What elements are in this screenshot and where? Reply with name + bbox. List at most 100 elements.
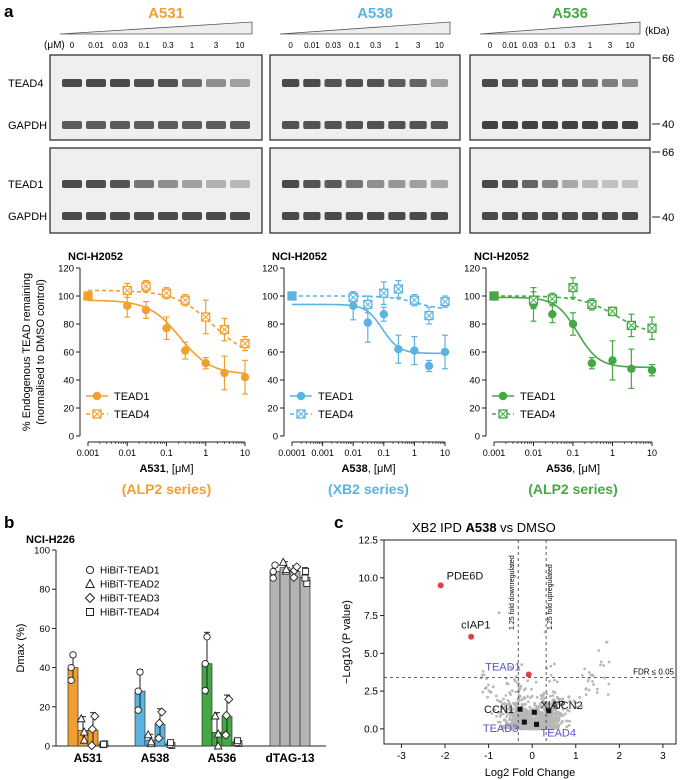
blot-band [345,79,363,87]
data-point-tead1 [568,319,578,329]
blot-band [522,180,538,188]
protein-point [556,726,560,730]
protein-point [551,699,554,703]
conc-tick-label: 0.01 [304,41,320,50]
blot-band [110,121,130,129]
protein-point [599,663,602,667]
blot-band [206,79,226,87]
blot-band [303,212,321,220]
protein-point [567,724,571,727]
blot-band [602,180,618,188]
legend-marker [86,608,94,616]
protein-point [514,725,518,728]
conc-tick-label: 0.3 [564,41,576,50]
blot-band [345,212,363,220]
protein-point [487,683,490,687]
y-tick-label: 0 [475,432,480,443]
blot-band [388,212,406,220]
protein-point [539,702,543,705]
conc-tick-label: 0.01 [502,41,518,50]
protein-point [552,662,556,666]
protein-point [534,715,537,719]
conc-tick-label: 0.3 [162,41,174,50]
blot-band [602,79,618,87]
marker-cross [363,300,373,309]
protein-point [481,670,485,673]
replicate-marker [289,572,299,583]
protein-point [541,699,545,703]
replicate-marker [234,737,242,745]
blot-band [409,212,427,220]
highlight-point [468,633,475,640]
blot-box-tead1 [269,147,461,234]
blot-band [62,79,82,87]
marker-cross [220,325,229,334]
category-label: A531 [74,751,103,765]
blot-box-tead4 [269,54,461,141]
y-tick-label: 80 [469,320,480,331]
replicate-marker [143,729,153,739]
replicate-marker [69,651,77,659]
blot-band [388,79,406,87]
protein-point [518,717,522,721]
marker-cross [547,294,557,304]
y-tick-label: 120 [464,264,480,275]
protein-point [485,677,489,681]
blot-band [134,180,154,188]
protein-point [587,688,591,692]
protein-point [525,708,529,712]
protein-point [490,712,494,715]
fit-curve-tead4 [292,295,446,310]
data-point-tead1 [424,361,434,371]
marker-cross [626,321,636,330]
y-tick-label: 10.0 [359,573,379,584]
legend-label: TEAD1 [114,391,149,403]
x-tick-label: 0.1 [378,448,391,458]
protein-point [556,711,560,715]
conc-tick-label: 0.01 [88,41,104,50]
protein-point [556,719,560,723]
blot-box-tead4 [469,54,651,141]
blot-band [134,79,154,87]
protein-point [568,719,572,723]
blot-band [62,180,82,188]
blot-band [282,121,300,129]
protein-point [498,720,502,724]
protein-point [532,726,536,730]
protein-point [567,695,571,699]
blot-band [582,79,598,87]
protein-point [533,701,536,705]
blot-band [562,212,578,220]
blot-band [158,79,178,87]
marker-cross [348,293,358,302]
legend-marker [498,391,508,401]
blot-band [502,212,518,220]
replicate-marker [201,686,209,695]
conc-tick-label: 0 [488,41,493,50]
replicate-marker [224,694,234,704]
protein-point [557,699,561,703]
protein-point [542,707,546,711]
data-point-tead1 [608,356,617,365]
x-tick-label: 0.001 [311,448,334,458]
blot-band [562,121,578,129]
blot-band [582,212,598,220]
legend-marker [296,391,306,401]
series-family-label: (XB2 series) [328,481,409,497]
highlight-label: PDE6D [447,570,484,582]
highlight-label: TEAD3 [483,723,518,735]
y-tick-label: 40 [39,663,50,674]
blot-band [303,121,321,129]
conc-tick-label: 10 [435,41,444,50]
y-tick-label: 60 [469,348,480,359]
protein-point [544,717,547,720]
protein-point [595,687,599,691]
marker-cross [180,295,190,305]
blot-band [582,121,598,129]
protein-point [555,702,559,706]
protein-point [513,727,517,731]
gradient-wedge [59,21,253,35]
category-label: A536 [208,751,237,765]
protein-point [496,698,499,702]
